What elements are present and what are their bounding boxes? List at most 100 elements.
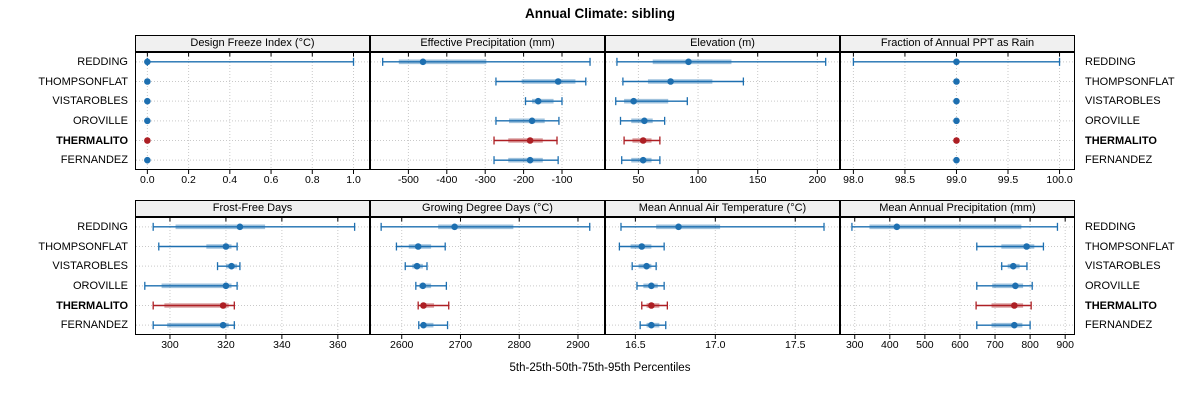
median-dot bbox=[639, 156, 647, 164]
station-label-oroville-right: OROVILLE bbox=[1085, 279, 1141, 292]
median-dot bbox=[675, 223, 682, 231]
tick-label-elevation-m-1: 100 bbox=[689, 174, 707, 186]
median-dot bbox=[639, 137, 647, 144]
median-dot bbox=[643, 262, 650, 270]
tick-label-mean-annual-precipitation-mm-3: 600 bbox=[951, 339, 969, 351]
tick-label-mean-annual-air-temperature-c-2: 17.5 bbox=[785, 339, 806, 351]
median-dot bbox=[419, 58, 427, 66]
tick-label-frost-free-days-3: 360 bbox=[329, 339, 347, 351]
median-dot bbox=[451, 223, 458, 231]
median-dot bbox=[953, 78, 960, 85]
panel-border bbox=[135, 52, 370, 170]
median-dot bbox=[641, 117, 648, 125]
station-label-thermalito-left: THERMALITO bbox=[56, 134, 128, 147]
panel-frost-free-days bbox=[135, 217, 370, 339]
tick-label-mean-annual-precipitation-mm-6: 900 bbox=[1056, 339, 1074, 351]
tick-label-mean-annual-precipitation-mm-4: 700 bbox=[986, 339, 1004, 351]
station-label-thermalito-right: THERMALITO bbox=[1085, 299, 1157, 312]
tick-label-effective-precipitation-mm-2: -300 bbox=[474, 174, 496, 186]
median-dot bbox=[1009, 262, 1017, 270]
tick-label-effective-precipitation-mm-0: -500 bbox=[397, 174, 419, 186]
tick-label-effective-precipitation-mm-1: -400 bbox=[436, 174, 458, 186]
station-label-redding-right: REDDING bbox=[1085, 220, 1136, 233]
median-dot bbox=[1012, 282, 1019, 290]
panel-header-mean-annual-air-temperature-c: Mean Annual Air Temperature (°C) bbox=[605, 200, 840, 217]
panel-border bbox=[840, 52, 1075, 170]
median-dot bbox=[554, 78, 562, 85]
panel-header-fraction-of-annual-ppt-as-rain: Fraction of Annual PPT as Rain bbox=[840, 35, 1075, 52]
station-label-thermalito-right: THERMALITO bbox=[1085, 134, 1157, 147]
median-dot bbox=[228, 262, 235, 270]
panel-growing-degree-days-c bbox=[370, 217, 605, 339]
panel-border bbox=[605, 217, 840, 335]
median-dot bbox=[953, 58, 960, 66]
median-dot bbox=[1011, 302, 1018, 309]
median-dot bbox=[526, 156, 534, 164]
tick-label-mean-annual-precipitation-mm-2: 500 bbox=[916, 339, 934, 351]
panel-header-frost-free-days: Frost-Free Days bbox=[135, 200, 370, 217]
station-label-fernandez-right: FERNANDEZ bbox=[1085, 319, 1153, 332]
median-dot bbox=[219, 302, 227, 309]
panel-header-growing-degree-days-c: Growing Degree Days (°C) bbox=[370, 200, 605, 217]
panel-fraction-of-annual-ppt-as-rain bbox=[840, 52, 1075, 174]
station-label-oroville-left: OROVILLE bbox=[72, 279, 128, 292]
panel-header-mean-annual-precipitation-mm: Mean Annual Precipitation (mm) bbox=[840, 200, 1075, 217]
tick-label-fraction-of-annual-ppt-as-rain-2: 99.0 bbox=[946, 174, 967, 186]
tick-label-mean-annual-precipitation-mm-1: 400 bbox=[881, 339, 899, 351]
median-dot bbox=[419, 282, 427, 290]
tick-label-frost-free-days-0: 300 bbox=[161, 339, 179, 351]
tick-label-mean-annual-precipitation-mm-0: 300 bbox=[845, 339, 864, 351]
median-dot bbox=[667, 78, 674, 85]
median-dot bbox=[144, 97, 151, 105]
median-dot bbox=[648, 302, 655, 309]
median-dot bbox=[893, 223, 901, 231]
median-dot bbox=[953, 97, 960, 105]
tick-label-design-freeze-index-c-0: 0.0 bbox=[140, 174, 155, 186]
station-label-fernandez-right: FERNANDEZ bbox=[1085, 154, 1153, 167]
median-dot bbox=[236, 223, 244, 231]
tick-label-growing-degree-days-c-0: 2600 bbox=[390, 339, 414, 351]
station-label-redding-left: REDDING bbox=[77, 220, 128, 233]
panel-border bbox=[840, 217, 1075, 335]
station-label-oroville-right: OROVILLE bbox=[1085, 114, 1141, 127]
panel-mean-annual-air-temperature-c bbox=[605, 217, 840, 339]
tick-label-fraction-of-annual-ppt-as-rain-4: 100.0 bbox=[1046, 174, 1073, 186]
median-dot bbox=[420, 321, 427, 329]
station-label-thermalito-left: THERMALITO bbox=[56, 299, 128, 312]
tick-label-design-freeze-index-c-4: 0.8 bbox=[304, 174, 320, 186]
tick-label-effective-precipitation-mm-4: -100 bbox=[551, 174, 573, 186]
median-dot bbox=[144, 58, 151, 66]
station-label-vistarobles-left: VISTAROBLES bbox=[52, 95, 128, 108]
median-dot bbox=[648, 282, 655, 290]
station-label-thompsonflat-right: THOMPSONFLAT bbox=[1085, 240, 1175, 253]
percentiles-caption: 5th-25th-50th-75th-95th Percentiles bbox=[509, 362, 691, 374]
median-dot bbox=[222, 243, 230, 250]
median-dot bbox=[685, 58, 692, 66]
panel-border bbox=[370, 217, 605, 335]
tick-label-frost-free-days-2: 340 bbox=[273, 339, 291, 351]
median-dot bbox=[1023, 243, 1030, 250]
tick-label-design-freeze-index-c-2: 0.4 bbox=[222, 174, 238, 186]
panel-border bbox=[370, 52, 605, 170]
median-dot bbox=[953, 137, 960, 144]
median-dot bbox=[1011, 321, 1018, 329]
panel-header-elevation-m: Elevation (m) bbox=[605, 35, 840, 52]
station-label-oroville-left: OROVILLE bbox=[72, 114, 128, 127]
tick-label-fraction-of-annual-ppt-as-rain-3: 99.5 bbox=[997, 174, 1019, 186]
tick-label-fraction-of-annual-ppt-as-rain-0: 98.0 bbox=[843, 174, 864, 186]
station-label-vistarobles-left: VISTAROBLES bbox=[52, 260, 128, 273]
tick-label-mean-annual-air-temperature-c-0: 16.5 bbox=[625, 339, 646, 351]
median-dot bbox=[144, 78, 151, 85]
station-label-redding-left: REDDING bbox=[77, 55, 128, 68]
station-label-redding-right: REDDING bbox=[1085, 55, 1136, 68]
station-label-thompsonflat-left: THOMPSONFLAT bbox=[38, 75, 128, 88]
median-dot bbox=[222, 282, 230, 290]
median-dot bbox=[534, 97, 542, 105]
panel-design-freeze-index-c bbox=[135, 52, 370, 174]
tick-label-fraction-of-annual-ppt-as-rain-1: 98.5 bbox=[894, 174, 916, 186]
median-dot bbox=[144, 137, 151, 144]
station-label-thompsonflat-left: THOMPSONFLAT bbox=[38, 240, 128, 253]
station-label-fernandez-left: FERNANDEZ bbox=[60, 319, 128, 332]
tick-label-elevation-m-0: 50 bbox=[632, 174, 645, 186]
